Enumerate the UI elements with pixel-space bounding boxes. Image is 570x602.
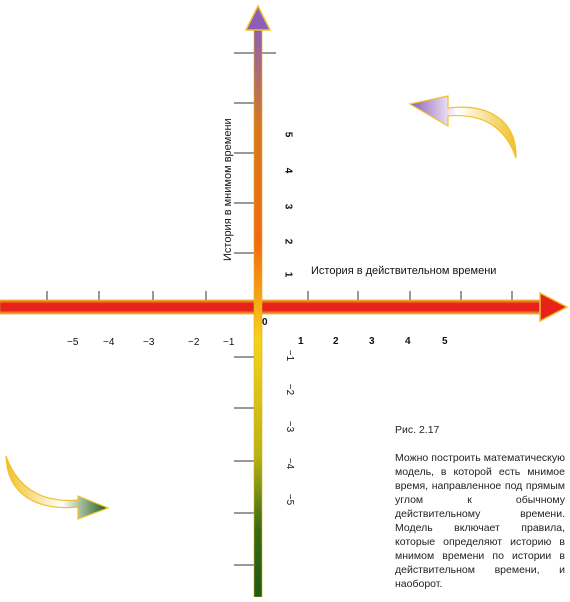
imag-tick-label: 2 <box>282 238 294 245</box>
real-axis-label: История в действительном времени <box>311 265 497 277</box>
figure-caption: Рис. 2.17 Можно построить математическую… <box>395 423 565 591</box>
real-tick-label: −3 <box>143 337 155 348</box>
curved-arrow-bottom <box>5 455 110 520</box>
imag-tick-label: −2 <box>284 383 296 396</box>
imag-tick-label: 4 <box>282 167 294 174</box>
imag-tick-label: 5 <box>282 131 294 138</box>
figure-number: Рис. 2.17 <box>395 424 440 436</box>
real-tick-label: −5 <box>67 337 79 348</box>
real-tick-label: 4 <box>405 336 411 347</box>
real-tick-label: −2 <box>188 337 200 348</box>
imag-tick-label: 1 <box>282 271 294 278</box>
imag-tick-label: −4 <box>284 457 296 470</box>
imag-tick-label: −5 <box>284 493 296 506</box>
real-tick-label: 2 <box>333 336 339 347</box>
real-axis-ticks <box>46 291 513 301</box>
real-tick-label: −1 <box>223 337 235 348</box>
real-tick-label: 1 <box>298 336 304 347</box>
real-axis-arrow <box>0 291 569 323</box>
real-tick-label: −4 <box>103 337 115 348</box>
curved-arrow-top <box>408 95 517 159</box>
imag-tick-label: −3 <box>284 420 296 433</box>
imag-tick-label: −1 <box>284 349 296 362</box>
imag-axis-label: История в мнимом времени <box>222 118 234 261</box>
real-tick-label: 5 <box>442 336 448 347</box>
imag-tick-label: 3 <box>282 203 294 210</box>
origin-label: 0 <box>262 317 268 328</box>
real-tick-label: 3 <box>369 336 375 347</box>
caption-text: Можно построить математическую модель, в… <box>395 452 565 590</box>
